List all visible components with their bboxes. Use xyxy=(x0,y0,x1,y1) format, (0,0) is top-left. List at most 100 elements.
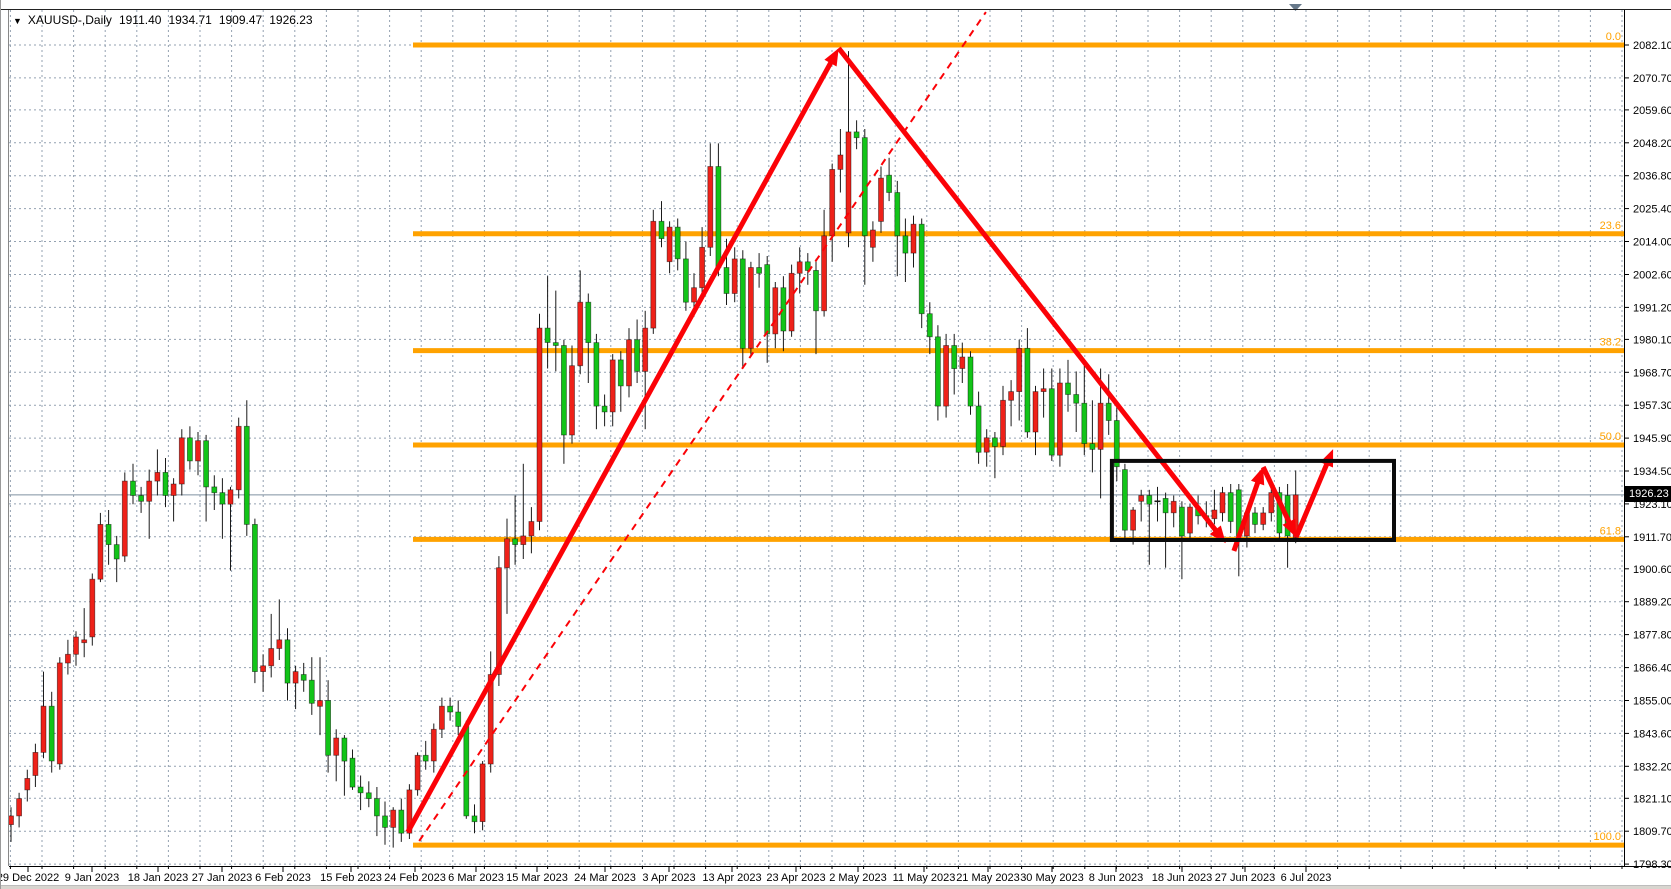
candle-body xyxy=(430,728,437,762)
candle-body xyxy=(943,345,949,407)
candle-body xyxy=(902,235,909,254)
price-axis-label: 1798.30 xyxy=(1633,859,1671,871)
candle-body xyxy=(113,544,120,560)
price-axis-label: 2002.60 xyxy=(1633,270,1671,282)
plot-border xyxy=(1,9,1671,867)
candle-body xyxy=(756,267,762,274)
chart-title: ▼ XAUUSD-,Daily 1911.40 1934.71 1909.47 1926.… xyxy=(13,13,313,27)
candle-body xyxy=(1122,469,1128,531)
candle-body xyxy=(569,365,575,436)
candle-body xyxy=(227,489,234,505)
ohlc-close: 1926.23 xyxy=(269,13,313,27)
parallel-channel-dashed[interactable] xyxy=(418,11,987,842)
candle-body xyxy=(992,437,998,447)
candle-body xyxy=(1227,492,1234,522)
time-axis-label: 15 Feb 2023 xyxy=(320,872,382,884)
price-axis-label: 1957.30 xyxy=(1633,400,1671,412)
symbol-dropdown-icon[interactable]: ▼ xyxy=(13,16,22,26)
zigzag-projection-up-2[interactable] xyxy=(1293,449,1334,539)
chart-shift-marker-icon[interactable] xyxy=(1289,4,1302,11)
candle-body xyxy=(398,809,405,834)
candle-body xyxy=(471,815,478,823)
candle-body xyxy=(813,269,819,312)
price-axis-label: 2014.00 xyxy=(1633,237,1671,249)
time-axis-label: 11 May 2023 xyxy=(893,872,956,884)
candle-body xyxy=(1040,388,1047,393)
price-axis-label: 1911.70 xyxy=(1633,532,1671,544)
candle-body xyxy=(910,223,917,254)
candle-body xyxy=(577,301,584,367)
fib-level-label: 38.2 xyxy=(1600,337,1621,349)
price-axis-label: 2082.10 xyxy=(1633,40,1671,52)
candle-body xyxy=(634,339,640,372)
time-axis-label: 27 Jun 2023 xyxy=(1215,872,1276,884)
candle-body xyxy=(32,752,39,776)
candle-body xyxy=(1170,500,1177,514)
fib-level-label: 50.0 xyxy=(1600,431,1621,443)
candle-body xyxy=(1073,394,1080,404)
candle-body xyxy=(211,486,218,494)
candle-body xyxy=(268,648,275,667)
candle-body xyxy=(1016,347,1023,392)
candle-body xyxy=(300,674,307,681)
candle-body xyxy=(365,792,372,799)
candle-body xyxy=(341,737,348,762)
price-axis-label: 1877.80 xyxy=(1633,630,1671,642)
candle-body xyxy=(894,192,901,237)
candle-body xyxy=(918,223,925,315)
candle-body xyxy=(1179,506,1185,537)
candle-body xyxy=(926,313,933,338)
candle-body xyxy=(1024,347,1031,433)
candle-body xyxy=(251,524,258,673)
candle-body xyxy=(707,166,714,248)
candle-body xyxy=(219,492,226,505)
time-axis-label: 6 Jul 2023 xyxy=(1281,872,1332,884)
candle-body xyxy=(561,345,567,436)
price-axis-label: 2059.60 xyxy=(1633,105,1671,117)
candle-body xyxy=(422,754,429,762)
arrowhead-icon xyxy=(824,48,839,67)
price-axis-label: 1980.10 xyxy=(1633,334,1671,346)
fib-level-label: 0.0 xyxy=(1606,31,1621,43)
candle-body xyxy=(951,345,958,370)
candle-body xyxy=(438,705,445,730)
ohlc-open: 1911.40 xyxy=(118,13,162,27)
fib-level-label: 100.0 xyxy=(1593,831,1621,843)
candle-body xyxy=(1057,382,1063,456)
impulse-up-trendline[interactable] xyxy=(405,48,839,834)
candle-body xyxy=(764,264,771,335)
candle-body xyxy=(593,342,600,407)
candle-body xyxy=(601,405,608,413)
time-axis-label: 8 Jun 2023 xyxy=(1089,872,1143,884)
candle-body xyxy=(699,246,705,289)
price-axis-label: 1900.60 xyxy=(1633,564,1671,576)
candle-body xyxy=(504,538,510,569)
time-axis-label: 2 May 2023 xyxy=(829,872,886,884)
consolidation-rectangle[interactable] xyxy=(1109,458,1397,542)
candle-body xyxy=(154,471,161,482)
candle-body xyxy=(967,356,974,407)
candle-body xyxy=(349,757,356,788)
candle-body xyxy=(1187,506,1193,534)
zigzag-projection-down[interactable] xyxy=(1260,465,1297,538)
time-axis[interactable]: 29 Dec 2022 9 Jan 2023 18 Jan 2023 27 Jan 2… xyxy=(1,866,1623,884)
chart-grid xyxy=(9,10,1624,866)
time-axis-label: 29 Dec 2022 xyxy=(1,872,59,884)
candle-body xyxy=(308,679,315,704)
candle-body xyxy=(16,798,23,817)
price-axis[interactable]: 2082.10 2070.70 2059.60 2048.20 2036.80 2025.… xyxy=(1624,40,1671,871)
time-axis-label: 9 Jan 2023 xyxy=(65,872,119,884)
price-axis-label: 1843.60 xyxy=(1633,728,1671,740)
candle-body xyxy=(878,177,884,222)
candle-body xyxy=(317,700,323,707)
candle-body xyxy=(1260,512,1267,525)
candle-body xyxy=(935,336,941,407)
candle-body xyxy=(731,258,738,294)
candle-body xyxy=(24,778,31,791)
price-axis-label: 2048.20 xyxy=(1633,138,1671,150)
candle-body xyxy=(1048,388,1055,456)
candle-body xyxy=(626,339,632,387)
candle-body xyxy=(1113,420,1120,468)
candle-body xyxy=(1065,382,1071,395)
